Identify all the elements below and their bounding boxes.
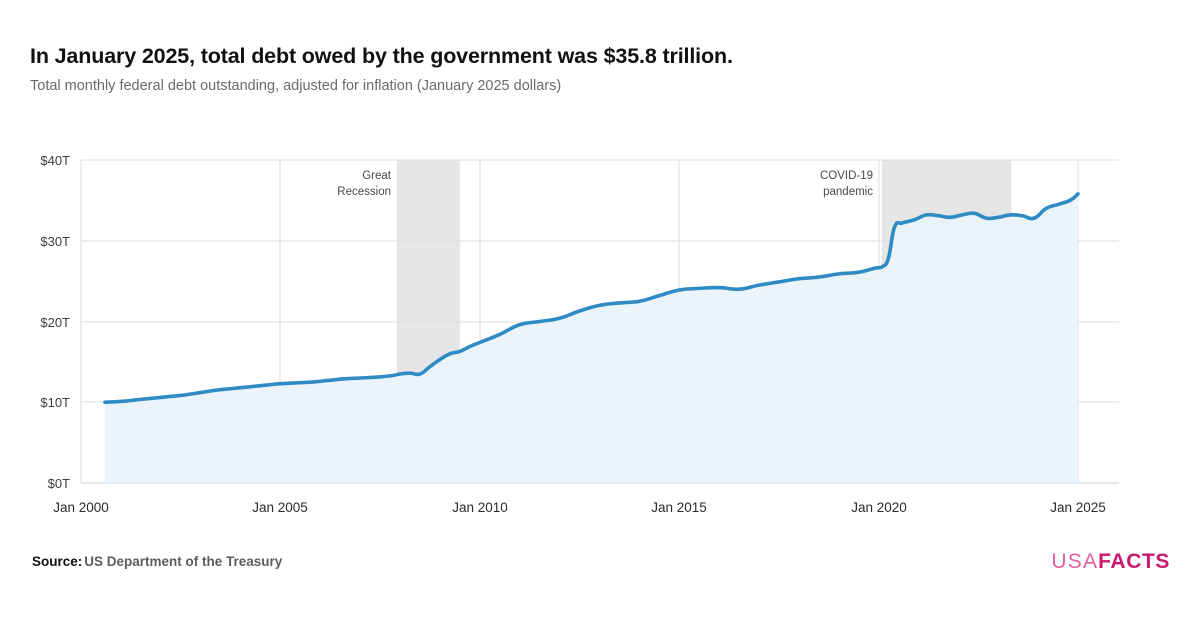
source-label: Source: [32,554,83,569]
x-tick-label: Jan 2025 [1050,500,1106,515]
annotation-label-line: Recession [337,186,391,198]
y-tick-label: $10T [40,395,70,410]
y-tick-label: $30T [40,234,70,249]
x-axis-labels: Jan 2000 Jan 2005 Jan 2010 Jan 2015 Jan … [53,500,1106,515]
y-tick-label: $0T [48,476,70,491]
annotation-great-recession: Great Recession [337,170,392,198]
series-line-total-debt [103,192,1080,405]
page-title: In January 2025, total debt owed by the … [30,44,733,68]
x-tick-label: Jan 2010 [452,500,508,515]
series-area-fill [104,193,1079,484]
y-tick-label: $40T [40,153,70,168]
y-tick-label: $20T [40,315,70,330]
chart-header: In January 2025, total debt owed by the … [30,44,1170,95]
x-tick-label: Jan 2005 [252,500,308,515]
source-note: Source: US Department of the Treasury [32,554,282,569]
y-axis-labels: $40T $30T $20T $10T $0T [40,153,70,491]
source-value: US Department of the Treasury [84,554,283,569]
annotation-label-line: COVID-19 [820,170,873,182]
data-series-group [103,192,1080,484]
x-tick-label: Jan 2000 [53,500,109,515]
annotation-label-line: pandemic [823,186,873,198]
chart-footer: Source: US Department of the Treasury USA… [0,540,1200,600]
logo-facts-text: FACTS [1098,550,1170,573]
logo-usa-text: USA [1051,550,1099,573]
usafacts-logo: USAFACTS [1051,550,1170,574]
annotation-covid-pandemic: COVID-19 pandemic [820,170,873,198]
chart-subtitle: Total monthly federal debt outstanding, … [30,77,562,94]
x-tick-label: Jan 2015 [651,500,707,515]
annotation-label-line: Great [362,170,392,182]
x-tick-label: Jan 2020 [851,500,907,515]
